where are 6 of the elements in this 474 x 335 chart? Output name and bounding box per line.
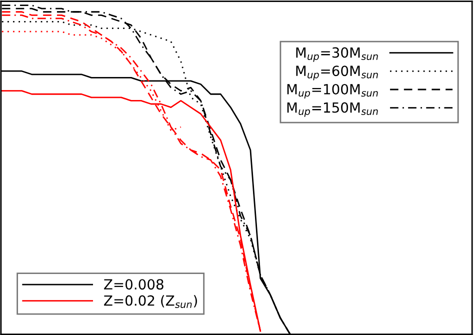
annotation: Z=0.008 xyxy=(104,279,164,290)
annotation: Z=0.02 (Z$_{sun}$) xyxy=(104,295,197,308)
legend-label: M$_{up}$=150M$_{sun}$ xyxy=(287,102,378,117)
legend-label: M$_{up}$=100M$_{sun}$ xyxy=(287,84,378,99)
legend-label: M$_{up}$=60M$_{sun}$ xyxy=(296,66,378,80)
legend-label: M$_{up}$=30M$_{sun}$ xyxy=(296,47,378,62)
